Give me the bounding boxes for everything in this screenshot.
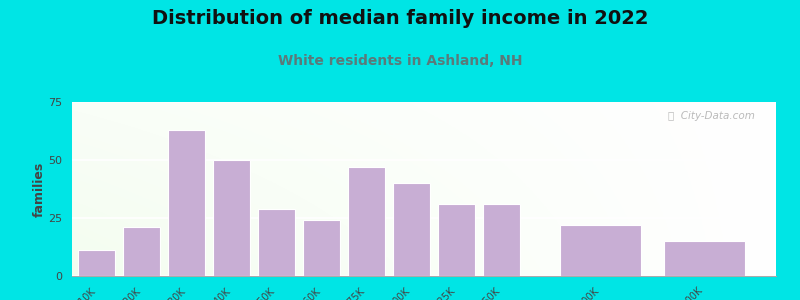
Bar	[483, 204, 520, 276]
Bar	[123, 227, 160, 276]
Text: White residents in Ashland, NH: White residents in Ashland, NH	[278, 54, 522, 68]
Bar	[78, 250, 115, 276]
Y-axis label: families: families	[32, 161, 46, 217]
Text: Distribution of median family income in 2022: Distribution of median family income in …	[152, 9, 648, 28]
Bar	[258, 209, 295, 276]
Bar	[214, 160, 250, 276]
Bar	[348, 167, 385, 276]
Bar	[438, 204, 475, 276]
Bar	[393, 183, 430, 276]
Text: ⓘ  City-Data.com: ⓘ City-Data.com	[668, 111, 755, 121]
Bar	[303, 220, 340, 276]
Bar	[560, 225, 641, 276]
Bar	[168, 130, 205, 276]
Bar	[663, 241, 745, 276]
